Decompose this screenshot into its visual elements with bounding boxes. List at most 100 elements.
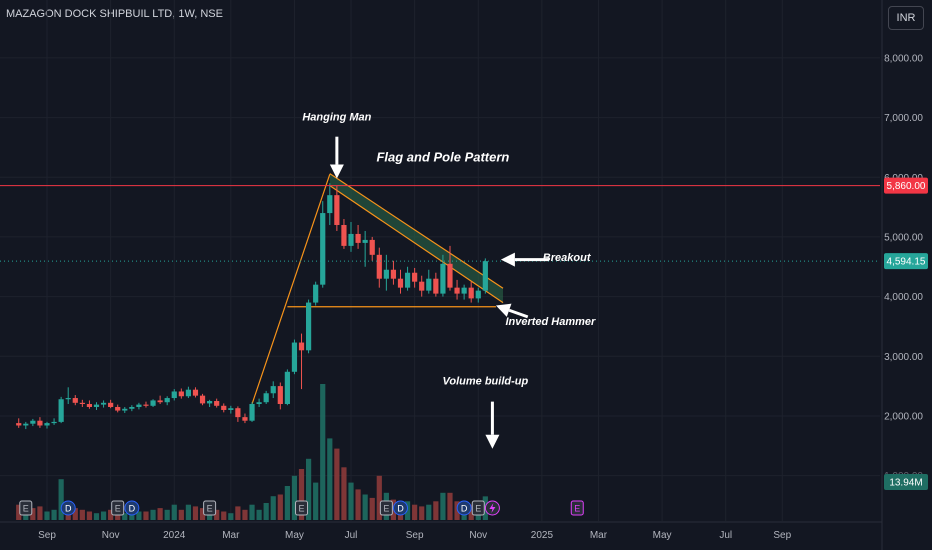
candle-body [93,404,100,407]
grid [0,0,880,521]
volume-bar [454,501,460,520]
candle-body [313,284,319,303]
volume-bar [263,503,269,520]
volume-bar [334,448,340,520]
candle-body [440,263,446,294]
time-tick-label: Nov [469,530,487,541]
flag-pattern [251,173,504,405]
candle-body [100,402,107,405]
candle-body [23,423,29,426]
volume-bar [235,506,241,520]
candle-body [362,239,368,243]
annotation-label: Hanging Man [302,112,371,124]
earnings-marker [203,500,217,516]
earnings-label: E [299,504,305,514]
earnings-marker [295,500,309,516]
candles [16,183,488,430]
volume-bar [150,509,156,520]
annotation-arrow [500,252,549,267]
earnings-marker [111,500,125,516]
candle-body [369,239,375,255]
candle-body [108,402,114,407]
candle-body [461,287,467,294]
candle-body [355,233,361,243]
time-tick-label: Sep [773,530,791,541]
volume-bar [115,511,121,520]
candle-body [383,269,389,279]
volume-bar [313,482,319,520]
candle-body [242,417,248,421]
candle-body [192,389,199,396]
price-tick-label: 5,000.00 [884,232,923,243]
candle-body [426,278,432,291]
time-tick-label: Sep [38,530,56,541]
volume-bar [221,511,227,520]
volume-bar [171,504,177,520]
dividend-label: D [461,504,468,514]
candle-body [72,398,78,403]
candle-body [228,408,234,410]
candle-body [334,195,340,225]
pole-line [251,174,331,405]
dividend-marker [124,500,140,516]
volume-bar [164,509,170,520]
volume-bar [157,508,163,520]
earnings-label: E [475,504,481,514]
volume-bar [404,501,411,520]
time-tick-label: Jul [345,530,358,541]
candle-body [79,402,85,405]
volume-bar [249,504,255,520]
volume-bar [270,496,276,520]
dividend-marker [456,500,472,516]
volume-bar [214,509,220,520]
volume-bar [277,494,283,520]
volume-bar [426,504,432,520]
arrow-head [500,252,515,267]
candle-body [270,386,276,394]
volume-bar [284,486,290,520]
time-tick-label: Mar [222,530,240,541]
candle-body [376,254,382,279]
volume-bar [58,479,64,520]
earnings-marker [570,500,584,516]
candle-body [249,404,255,421]
dividend-label: D [397,504,404,514]
time-tick-label: Mar [590,530,608,541]
volume-bar [468,504,474,520]
time-tick-label: 2024 [163,530,186,541]
volume-bar [72,508,78,520]
price-tag [884,177,928,194]
annotation-label: Flag and Pole Pattern [376,150,509,165]
volume-bar [228,513,234,520]
volume-bar [16,504,22,520]
earnings-label: E [115,504,121,514]
earnings-label: E [23,504,29,514]
candle-body [214,401,220,406]
earnings-label: E [207,504,213,514]
currency-button[interactable]: INR [888,6,924,30]
volume-bar [348,482,354,520]
volume-bar [433,501,439,520]
price-tag [884,253,928,270]
candle-body [44,423,50,426]
candle-body [136,404,142,407]
volume-bar [298,469,305,520]
candle-body [327,195,333,214]
annotations: Hanging Man Flag and Pole Pattern Breakout… [302,112,596,449]
dividend-marker [60,500,76,516]
reference-lines [0,185,880,262]
candle-body [298,342,305,351]
volume-bar [355,489,361,520]
volume-bar [178,509,184,520]
price-tick-label: 4,000.00 [884,292,923,303]
earnings-marker [471,500,485,516]
price-tag-label: 4,594.15 [887,257,926,268]
volume-bar [376,475,382,520]
volume-bar [256,509,262,520]
candle-body [235,408,241,418]
candle-body [129,406,135,409]
candle-body [150,400,156,406]
volume-bar [320,384,326,520]
